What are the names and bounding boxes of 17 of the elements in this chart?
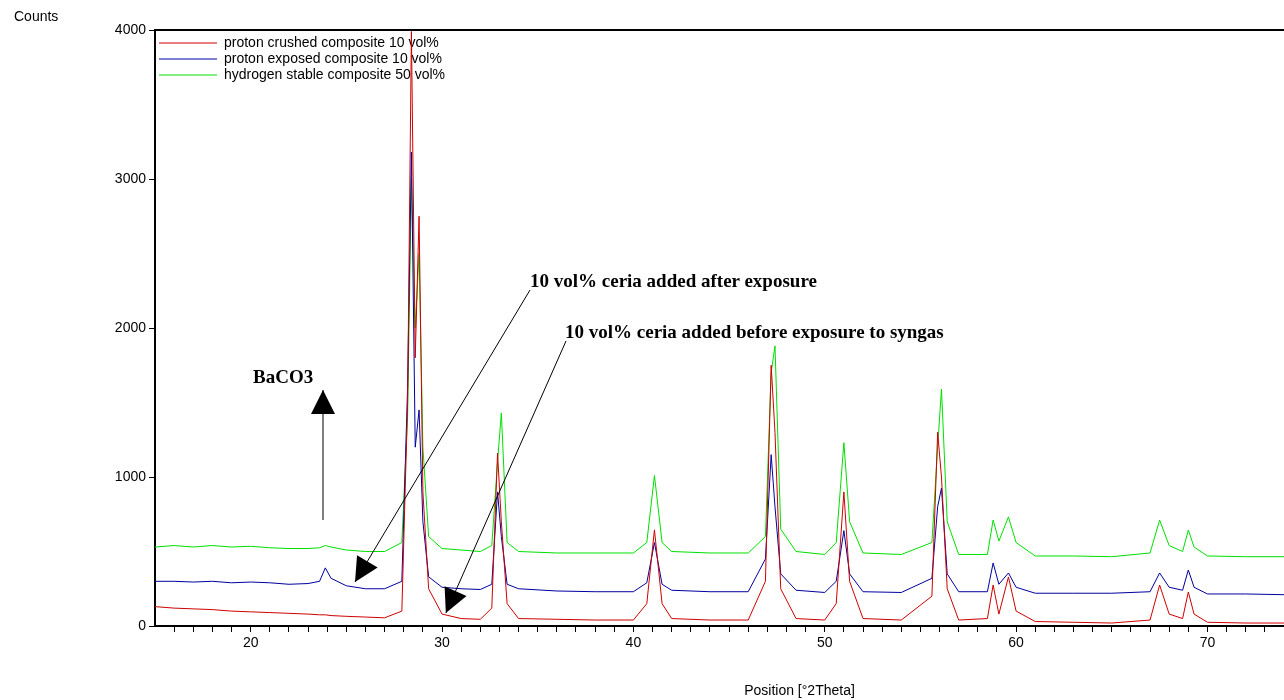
y-tick-label: 0: [138, 616, 147, 633]
x-tick-label: 20: [242, 634, 259, 651]
y-tick-label: 1000: [114, 467, 147, 484]
y-tick-label: 2000: [114, 318, 147, 335]
x-tick-label: 70: [1199, 634, 1216, 651]
x-tick-label: 50: [816, 634, 833, 651]
y-tick-label: 4000: [114, 20, 147, 37]
annotation: 10 vol% ceria added after exposure: [530, 269, 817, 291]
x-tick-label: 30: [434, 634, 451, 651]
annotation: 10 vol% ceria added before exposure to syngas: [565, 320, 944, 342]
y-axis-title: Counts: [14, 7, 59, 24]
annotation: BaCO3: [253, 365, 314, 387]
x-axis-title: Position [°2Theta]: [744, 681, 855, 698]
legend-label: hydrogen stable composite 50 vol%: [224, 65, 446, 82]
y-tick-label: 3000: [114, 169, 147, 186]
x-tick-label: 40: [625, 634, 642, 651]
x-tick-label: 60: [1008, 634, 1025, 651]
